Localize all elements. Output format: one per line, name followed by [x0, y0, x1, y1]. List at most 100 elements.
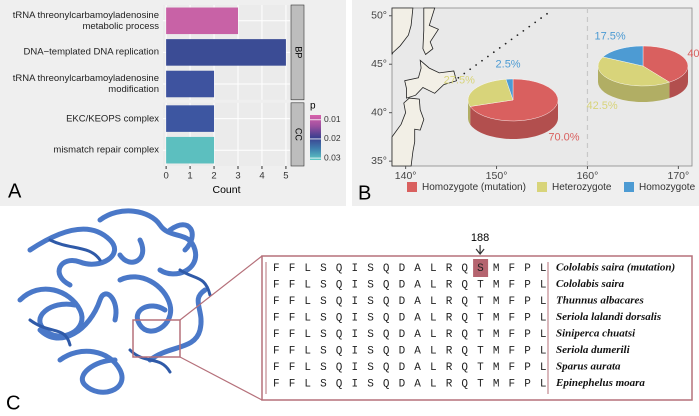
colorbar-tick-label: 0.03 [324, 152, 341, 162]
protein-structure [17, 208, 208, 395]
landmass [422, 7, 439, 56]
island [528, 25, 531, 28]
colorbar-tick-label: 0.02 [324, 133, 341, 143]
island [540, 17, 542, 19]
island [504, 42, 507, 45]
y-tick-label: DNA−templated DNA replication [23, 46, 159, 58]
legend-title: p [310, 101, 316, 112]
ribbon [117, 222, 195, 265]
island [475, 64, 477, 66]
island [469, 68, 472, 71]
x-tick-label: 1 [187, 171, 192, 182]
legend-swatch [624, 182, 634, 192]
species-name: Seriola dumerili [556, 344, 631, 356]
island [510, 38, 513, 41]
species-name: Siniperca chuatsi [556, 328, 636, 340]
island [534, 21, 537, 24]
ribbon [147, 287, 208, 363]
pie-slice [505, 78, 514, 101]
colorbar [310, 115, 321, 160]
landmass [391, 97, 425, 167]
island [522, 29, 525, 32]
species-name: Thunnus albacares [556, 295, 644, 307]
y-tick-label: 40° [371, 106, 387, 118]
landmass [391, 7, 414, 55]
sequence: FFLSQISQDALRQTMFPL [273, 279, 556, 291]
x-tick-label: 170° [668, 170, 690, 182]
island [516, 34, 519, 37]
x-tick-label: 160° [577, 170, 599, 182]
legend-label: Heterozygote [552, 182, 612, 193]
position-label: 188 [471, 232, 489, 244]
pie-value-label: 42.5% [586, 100, 617, 112]
panel-label: B [358, 182, 371, 204]
sequence: FFLSQISQDALRQTMFPL [273, 362, 556, 374]
ribbon [117, 274, 174, 334]
pie-value-label: 17.5% [594, 31, 625, 43]
facet-label: BP [294, 46, 304, 58]
island [463, 72, 466, 75]
island [457, 76, 460, 79]
panel-label: A [8, 180, 22, 202]
bar [166, 105, 215, 132]
x-tick-label: 5 [283, 171, 288, 182]
y-tick-label: tRNA threonylcarbamoyladenosine modifica… [12, 73, 159, 95]
y-tick-label: 45° [371, 58, 387, 70]
sequence: FFLSQISQDALRQTMFPL [273, 378, 556, 390]
legend-swatch [407, 182, 417, 192]
x-tick-label: 3 [235, 171, 240, 182]
zoom-box [132, 319, 181, 358]
facet-strip [290, 102, 305, 167]
ribbon [57, 348, 125, 395]
zoom-line [179, 255, 263, 321]
bar [166, 39, 286, 66]
legend-swatch [537, 182, 547, 192]
y-tick-label: tRNA threonylcarbamoyladenosine metaboli… [12, 9, 159, 32]
x-tick-label: 0 [163, 171, 168, 182]
pie-slice [469, 78, 559, 122]
ribbon [28, 238, 212, 374]
x-tick-label: 4 [259, 171, 264, 182]
x-axis-label: Count [212, 184, 240, 196]
x-tick-label: 150° [486, 170, 508, 182]
species-name: Epinephelus moara [555, 377, 645, 389]
alignment-box [261, 255, 693, 401]
pie-value-label: 27.5% [444, 74, 475, 86]
pie-side [470, 100, 558, 139]
species-name: Sparus aurata [556, 361, 621, 373]
pie-side [669, 66, 688, 99]
landmass [404, 59, 457, 99]
sequence: FFLSQISQDALRQTMFPL [273, 329, 556, 341]
zoom-line [179, 356, 263, 401]
arrow [475, 245, 485, 255]
y-tick-label: mismatch repair complex [53, 144, 159, 156]
ribbon [27, 226, 118, 288]
bar [166, 70, 215, 98]
sequence: FFLSQISQDALRQTMFPL [273, 296, 556, 308]
pie-value-label: 70.0% [548, 132, 579, 144]
legend-label: Homozygote [639, 182, 696, 193]
panel-label: C [6, 392, 20, 414]
x-tick-label: 2 [211, 171, 216, 182]
pie-slice [602, 45, 644, 67]
y-tick-label: 35° [371, 155, 387, 167]
sequence: FFLSQISQDALRQTMFPL [273, 345, 556, 357]
y-tick-label: EKC/KEOPS complex [66, 113, 159, 125]
pie-slice [597, 56, 670, 87]
species-name: Seriola lalandi dorsalis [556, 311, 661, 323]
x-tick-label: 140° [395, 170, 417, 182]
island [481, 59, 483, 62]
pie-side [468, 100, 471, 125]
pie-value-label: 40.0% [687, 48, 699, 60]
highlight [473, 259, 489, 277]
pie-slice [467, 79, 514, 107]
facet-strip [290, 4, 305, 101]
colorbar-tick-label: 0.01 [324, 114, 341, 124]
facet-label: CC [294, 128, 304, 141]
pie-slice [642, 45, 689, 83]
island [492, 51, 495, 54]
sequence: FFLSQISQDALRQSMFPL [273, 263, 556, 275]
island [487, 55, 489, 58]
bar [166, 7, 239, 35]
